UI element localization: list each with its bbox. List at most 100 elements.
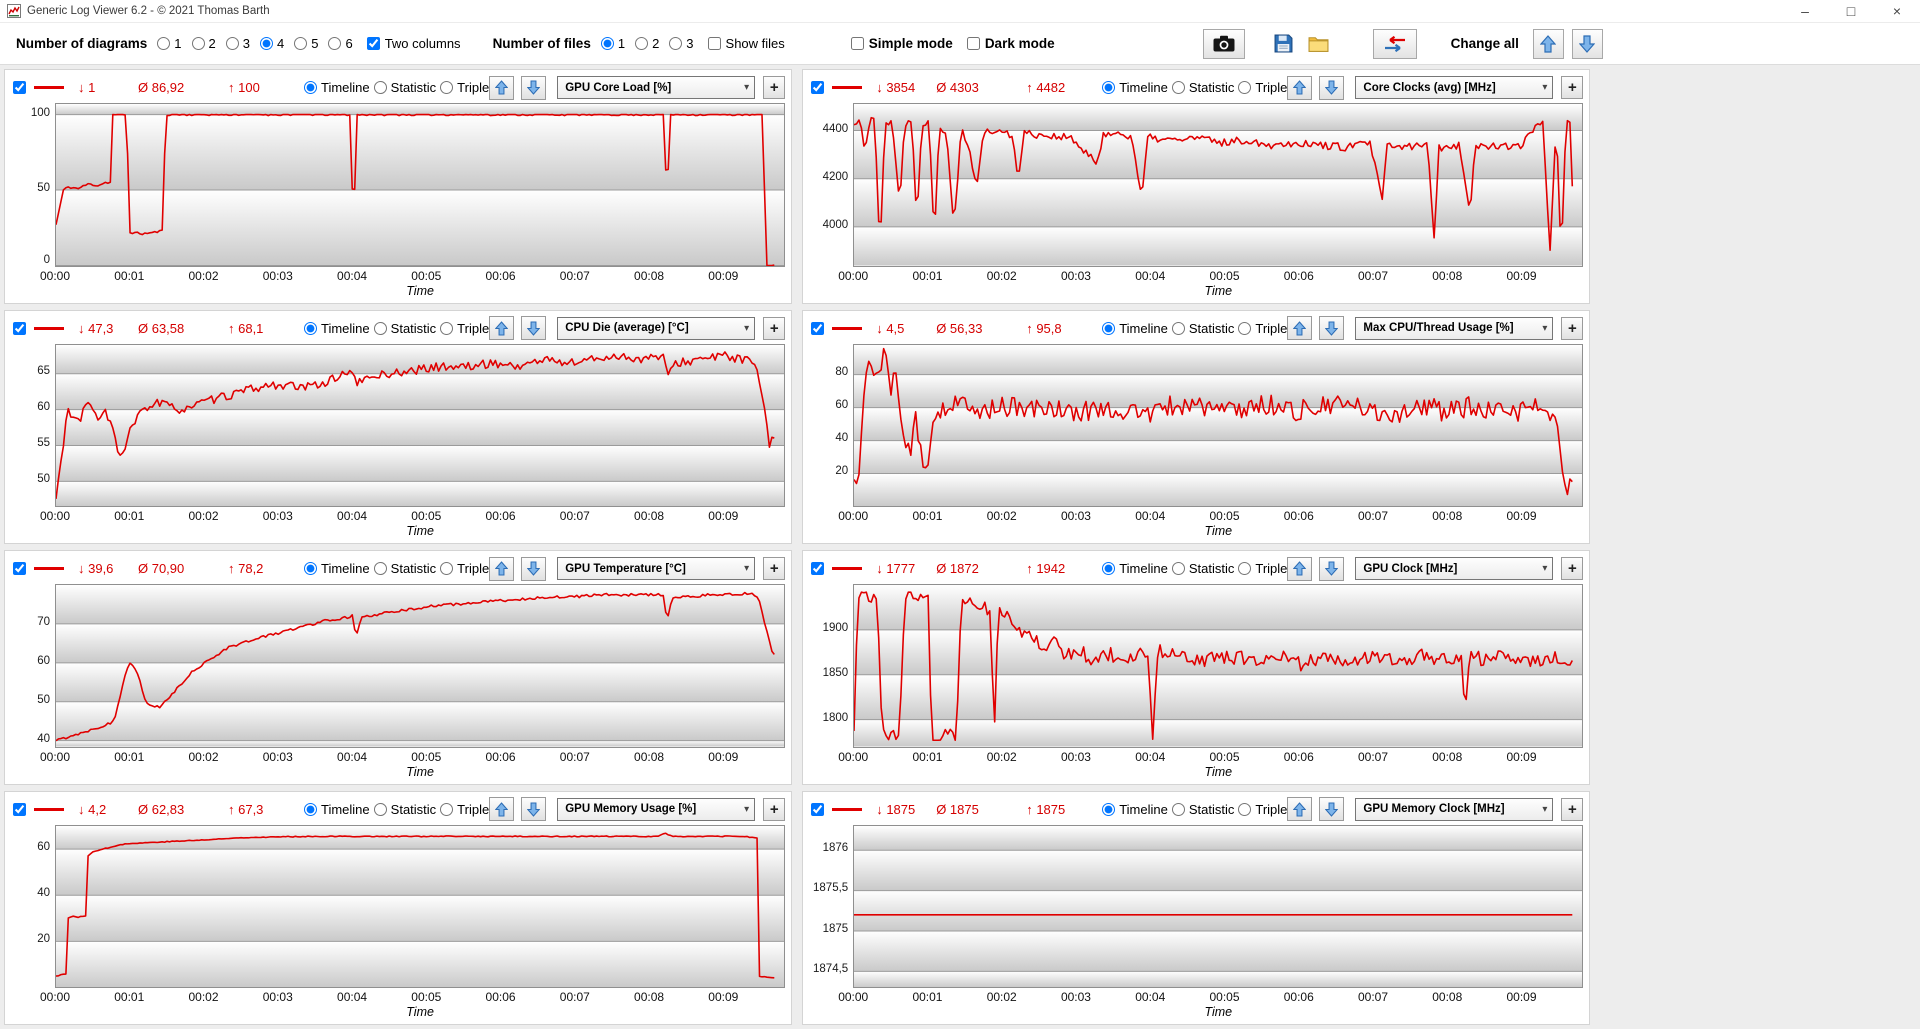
metric-select[interactable]: CPU Die (average) [°C] ▾ xyxy=(557,316,756,340)
mode-timeline-radio[interactable] xyxy=(1102,562,1116,575)
mode-timeline-radio[interactable] xyxy=(304,321,317,335)
panel-enabled-checkbox[interactable] xyxy=(811,802,825,816)
open-folder-button[interactable] xyxy=(1303,29,1335,59)
panel-enabled-checkbox[interactable] xyxy=(13,321,26,335)
add-diagram-button[interactable]: + xyxy=(1561,797,1584,821)
add-diagram-button[interactable]: + xyxy=(763,316,786,340)
mode-timeline-option[interactable]: Timeline xyxy=(1102,80,1168,95)
mode-statistic-radio[interactable] xyxy=(373,802,387,816)
move-up-button[interactable] xyxy=(489,316,515,340)
mode-timeline-radio[interactable] xyxy=(1102,81,1116,94)
diagram-count-radio-3[interactable] xyxy=(225,37,239,50)
mode-timeline-radio[interactable] xyxy=(304,562,317,575)
two-columns-checkbox-label[interactable]: Two columns xyxy=(366,36,461,51)
file-count-option-2[interactable]: 2 xyxy=(635,36,659,51)
move-up-button[interactable] xyxy=(1287,797,1313,821)
diagram-count-radio-1[interactable] xyxy=(157,37,171,50)
dark-mode-checkbox-label[interactable]: Dark mode xyxy=(966,36,1055,51)
change-all-up-button[interactable] xyxy=(1532,28,1564,59)
mode-triple-option[interactable]: Triple xyxy=(1238,802,1287,817)
mode-triple-option[interactable]: Triple xyxy=(1238,561,1287,576)
mode-timeline-radio[interactable] xyxy=(304,802,317,816)
diagram-count-radio-6[interactable] xyxy=(328,37,342,50)
mode-statistic-radio[interactable] xyxy=(1171,802,1185,816)
move-down-button[interactable] xyxy=(1319,797,1345,821)
panel-enabled-checkbox[interactable] xyxy=(13,802,26,816)
mode-statistic-radio[interactable] xyxy=(1171,321,1185,335)
move-up-button[interactable] xyxy=(1287,316,1313,340)
diagram-count-option-3[interactable]: 3 xyxy=(225,36,250,51)
mode-timeline-option[interactable]: Timeline xyxy=(1102,802,1168,817)
mode-statistic-option[interactable]: Statistic xyxy=(1171,561,1234,576)
mode-statistic-option[interactable]: Statistic xyxy=(373,80,436,95)
mode-timeline-radio[interactable] xyxy=(1102,802,1116,816)
mode-triple-radio[interactable] xyxy=(440,321,454,335)
move-up-button[interactable] xyxy=(489,797,515,821)
minimize-button[interactable]: – xyxy=(1801,3,1809,19)
mode-triple-option[interactable]: Triple xyxy=(440,80,489,95)
mode-statistic-radio[interactable] xyxy=(373,81,387,94)
mode-triple-radio[interactable] xyxy=(440,81,454,94)
panel-enabled-checkbox[interactable] xyxy=(811,562,825,575)
change-all-down-button[interactable] xyxy=(1571,28,1603,59)
metric-select[interactable]: GPU Temperature [°C] ▾ xyxy=(557,557,756,580)
metric-select[interactable]: GPU Memory Clock [MHz] ▾ xyxy=(1355,797,1554,821)
mode-timeline-option[interactable]: Timeline xyxy=(304,80,370,95)
mode-statistic-radio[interactable] xyxy=(1171,81,1185,94)
close-button[interactable]: × xyxy=(1892,3,1902,19)
mode-triple-radio[interactable] xyxy=(1238,802,1252,816)
metric-select[interactable]: GPU Core Load [%] ▾ xyxy=(557,76,756,99)
mode-triple-option[interactable]: Triple xyxy=(440,321,489,336)
metric-select[interactable]: GPU Memory Usage [%] ▾ xyxy=(557,797,756,821)
diagram-count-option-2[interactable]: 2 xyxy=(191,36,216,51)
move-down-button[interactable] xyxy=(521,316,547,340)
mode-triple-radio[interactable] xyxy=(440,802,454,816)
mode-timeline-option[interactable]: Timeline xyxy=(1102,561,1168,576)
move-up-button[interactable] xyxy=(1287,75,1313,100)
add-diagram-button[interactable]: + xyxy=(1561,76,1584,99)
move-down-button[interactable] xyxy=(521,556,547,581)
mode-statistic-option[interactable]: Statistic xyxy=(1171,321,1234,336)
move-down-button[interactable] xyxy=(521,75,547,100)
mode-timeline-option[interactable]: Timeline xyxy=(1102,321,1168,336)
file-count-option-1[interactable]: 1 xyxy=(600,36,625,51)
mode-timeline-radio[interactable] xyxy=(1102,321,1116,335)
add-diagram-button[interactable]: + xyxy=(1561,557,1584,580)
mode-statistic-radio[interactable] xyxy=(1171,562,1185,575)
move-up-button[interactable] xyxy=(489,556,515,581)
move-down-button[interactable] xyxy=(521,797,547,821)
save-button[interactable] xyxy=(1269,29,1299,59)
diagram-count-option-4[interactable]: 4 xyxy=(259,36,284,51)
panel-enabled-checkbox[interactable] xyxy=(811,81,825,94)
mode-triple-radio[interactable] xyxy=(1238,81,1252,94)
file-count-radio-2[interactable] xyxy=(635,37,649,50)
mode-triple-option[interactable]: Triple xyxy=(1238,321,1287,336)
move-up-button[interactable] xyxy=(489,75,515,100)
mode-timeline-option[interactable]: Timeline xyxy=(304,561,370,576)
mode-statistic-option[interactable]: Statistic xyxy=(373,802,436,817)
diagram-count-radio-5[interactable] xyxy=(294,37,308,50)
file-count-radio-1[interactable] xyxy=(600,37,614,50)
show-files-checkbox[interactable] xyxy=(707,37,721,50)
mode-timeline-radio[interactable] xyxy=(304,81,317,94)
mode-triple-radio[interactable] xyxy=(440,562,454,575)
diagram-count-radio-2[interactable] xyxy=(191,37,205,50)
show-files-checkbox-label[interactable]: Show files xyxy=(707,36,785,51)
diagram-count-radio-4[interactable] xyxy=(259,37,273,50)
panel-enabled-checkbox[interactable] xyxy=(811,321,825,335)
mode-triple-radio[interactable] xyxy=(1238,321,1252,335)
diagram-count-option-6[interactable]: 6 xyxy=(328,36,353,51)
move-up-button[interactable] xyxy=(1287,556,1313,581)
move-down-button[interactable] xyxy=(1319,316,1345,340)
panel-enabled-checkbox[interactable] xyxy=(13,562,26,575)
move-down-button[interactable] xyxy=(1319,75,1345,100)
add-diagram-button[interactable]: + xyxy=(763,557,786,580)
diagram-count-option-5[interactable]: 5 xyxy=(294,36,318,51)
diagram-count-option-1[interactable]: 1 xyxy=(157,36,182,51)
panel-enabled-checkbox[interactable] xyxy=(13,81,26,94)
mode-triple-option[interactable]: Triple xyxy=(440,802,489,817)
file-count-option-3[interactable]: 3 xyxy=(669,36,694,51)
mode-triple-radio[interactable] xyxy=(1238,562,1252,575)
mode-statistic-option[interactable]: Statistic xyxy=(1171,802,1234,817)
metric-select[interactable]: GPU Clock [MHz] ▾ xyxy=(1355,557,1554,580)
